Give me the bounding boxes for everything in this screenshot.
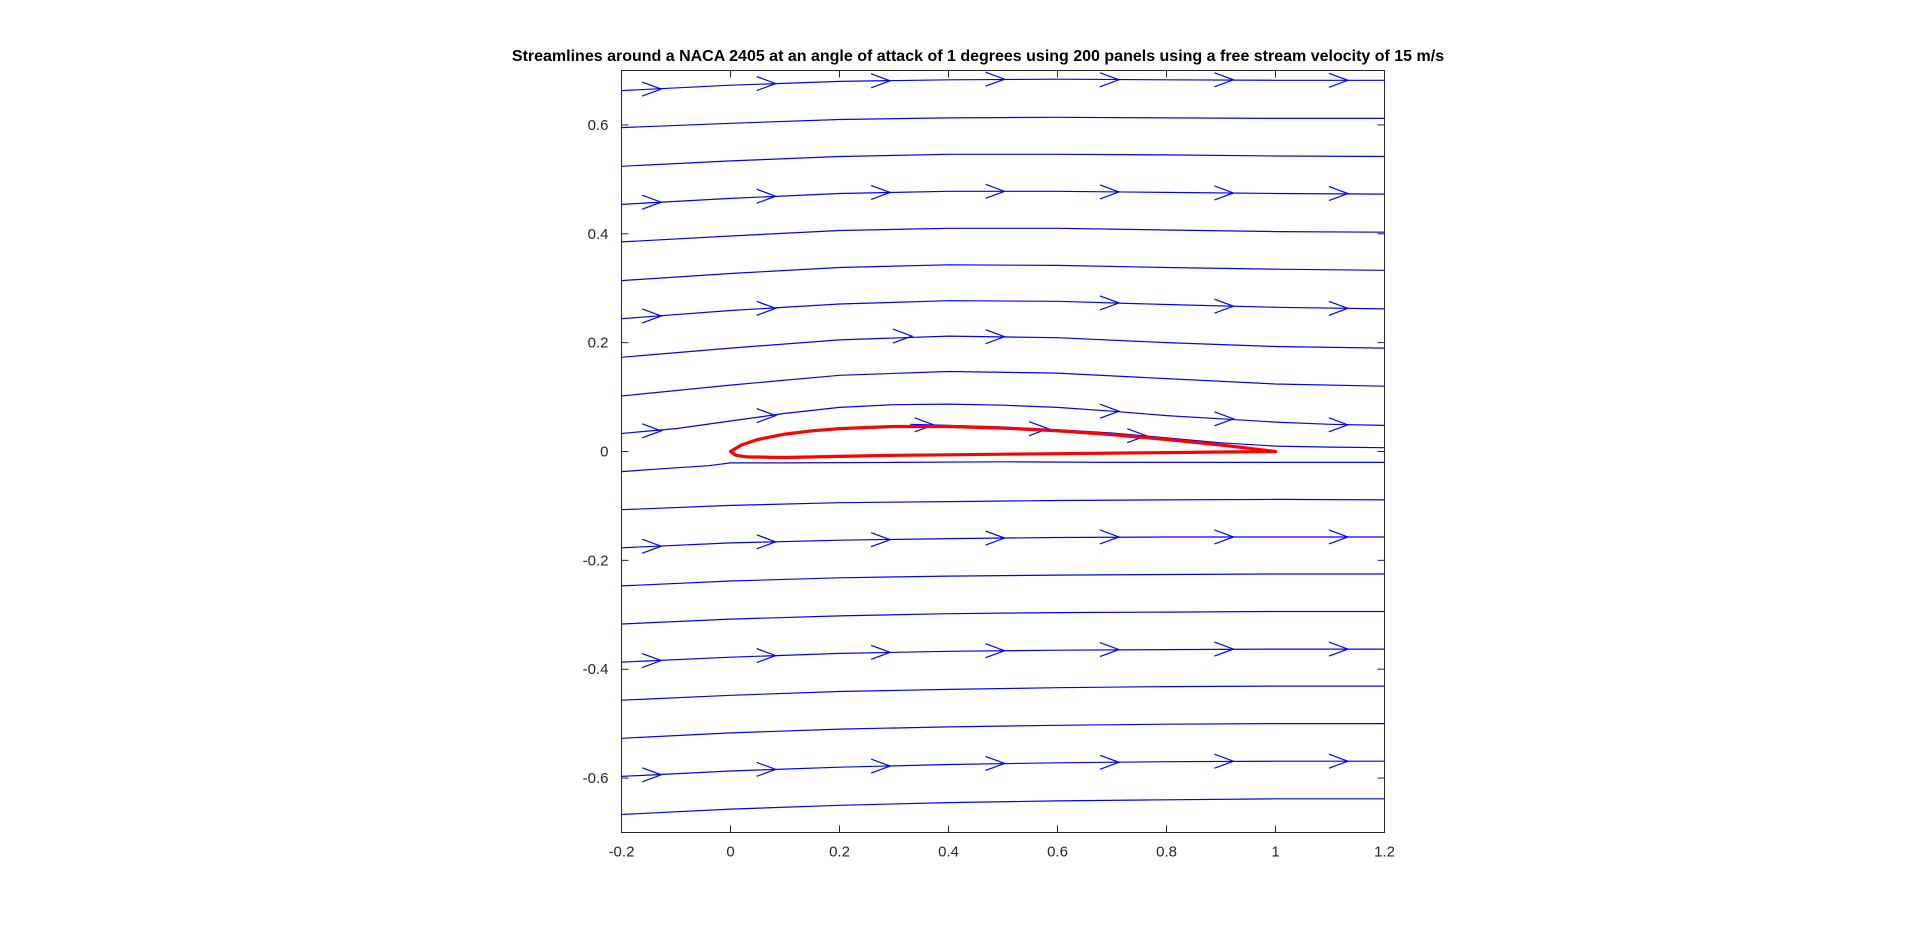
streamline-arrow-40: [985, 643, 1007, 659]
y-tick-label: 0.4: [588, 226, 609, 243]
streamline-1: [621, 78, 1385, 92]
x-tick-label: -0.2: [609, 844, 635, 861]
streamline-arrow-28: [1028, 421, 1050, 437]
streamline-arrow-2: [756, 75, 778, 92]
streamline-arrow-17: [1099, 295, 1121, 311]
streamline-arrow-22: [641, 423, 663, 439]
streamline-arrow-49: [1214, 753, 1236, 769]
streamline-21: [621, 798, 1385, 816]
streamline-18: [621, 685, 1385, 701]
streamline-arrow-29: [1127, 428, 1148, 444]
x-tick-label: 0.2: [829, 844, 850, 861]
streamline-arrow-12: [1099, 184, 1121, 200]
streamline-arrow-16: [756, 300, 778, 316]
streamline-arrow-25: [1214, 411, 1236, 427]
streamline-15: [621, 573, 1385, 587]
tick-group: -0.2 0 0.2 0.4 0.6 0.8 1 1.2 -0.6 -0.4 -0.2 0 0.2 0.4…: [583, 70, 1395, 861]
streamline-arrow-7: [1328, 72, 1350, 88]
y-tick-label: 0: [600, 444, 608, 461]
streamline-arrow-39: [870, 644, 892, 660]
streamline-arrow-13: [1214, 185, 1236, 201]
streamline-arrow-5: [1099, 72, 1121, 88]
streamline-12: [621, 461, 1385, 473]
x-tick-label: 1.2: [1374, 844, 1395, 861]
streamline-arrow-21: [985, 329, 1007, 345]
streamline-arrow-31: [756, 534, 778, 550]
streamline-arrow-32: [870, 532, 892, 548]
streamline-arrow-26: [1328, 417, 1350, 433]
y-tick-label: -0.2: [583, 552, 609, 569]
streamline-arrow-24: [1099, 403, 1121, 419]
streamline-10: [621, 403, 1385, 435]
streamline-arrow-23: [756, 408, 778, 424]
airfoil-group: [728, 424, 1278, 460]
streamline-13: [621, 498, 1385, 511]
streamline-arrow-50: [1328, 753, 1350, 769]
streamline-arrow-37: [641, 652, 663, 669]
streamline-arrow-41: [1099, 642, 1121, 658]
x-tick-label: 0: [726, 844, 734, 861]
streamline-arrow-9: [756, 188, 778, 204]
x-tick-label: 0.8: [1156, 844, 1177, 861]
y-tick-label: 0.6: [588, 117, 609, 134]
streamline-4: [621, 190, 1385, 205]
streamline-arrow-35: [1214, 529, 1236, 545]
streamline-arrow-15: [641, 308, 663, 324]
y-tick-label: -0.4: [583, 661, 609, 678]
x-tick-label: 1: [1271, 844, 1279, 861]
streamline-arrow-20: [892, 328, 914, 344]
streamline-arrow-4: [985, 71, 1007, 87]
streamline-19: [621, 723, 1385, 739]
streamline-arrow-48: [1099, 754, 1121, 770]
streamline-arrow-1: [641, 81, 663, 97]
streamline-arrow-33: [985, 530, 1007, 546]
streamline-6: [621, 264, 1385, 282]
streamline-arrow-46: [870, 758, 892, 774]
streamline-arrow-10: [870, 184, 892, 200]
chart-title: Streamlines around a NACA 2405 at an ang…: [512, 48, 1444, 65]
streamline-arrow-43: [1328, 641, 1350, 657]
streamline-7: [621, 300, 1385, 320]
streamline-3: [621, 153, 1385, 167]
streamline-arrow-18: [1214, 298, 1236, 314]
y-tick-label: 0.2: [588, 335, 609, 352]
streamline-16: [621, 610, 1385, 625]
streamline-arrow-44: [641, 767, 663, 783]
streamline-arrow-11: [985, 183, 1007, 199]
streamline-arrow-27: [914, 417, 936, 433]
airfoil-outline: [728, 424, 1278, 460]
streamline-arrow-6: [1214, 72, 1236, 88]
streamline-arrow-3: [870, 73, 892, 89]
streamline-5: [621, 227, 1385, 243]
streamline-arrow-45: [756, 761, 778, 777]
streamline-arrow-38: [756, 648, 778, 664]
streamline-8: [621, 335, 1385, 358]
arrowhead-group: [641, 71, 1350, 783]
streamline-arrow-47: [985, 755, 1007, 771]
streamline-arrow-14: [1328, 185, 1350, 202]
streamline-2: [621, 116, 1385, 129]
x-tick-label: 0.6: [1047, 844, 1068, 861]
streamline-9: [621, 370, 1385, 397]
x-tick-label: 0.4: [938, 844, 959, 861]
streamline-arrow-30: [641, 538, 663, 554]
streamline-arrow-8: [641, 194, 663, 210]
streamline-arrow-36: [1328, 529, 1350, 545]
streamline-arrow-42: [1214, 641, 1236, 657]
y-tick-label: -0.6: [583, 770, 609, 787]
streamline-arrow-34: [1099, 529, 1121, 545]
streamline-arrow-19: [1328, 300, 1350, 316]
